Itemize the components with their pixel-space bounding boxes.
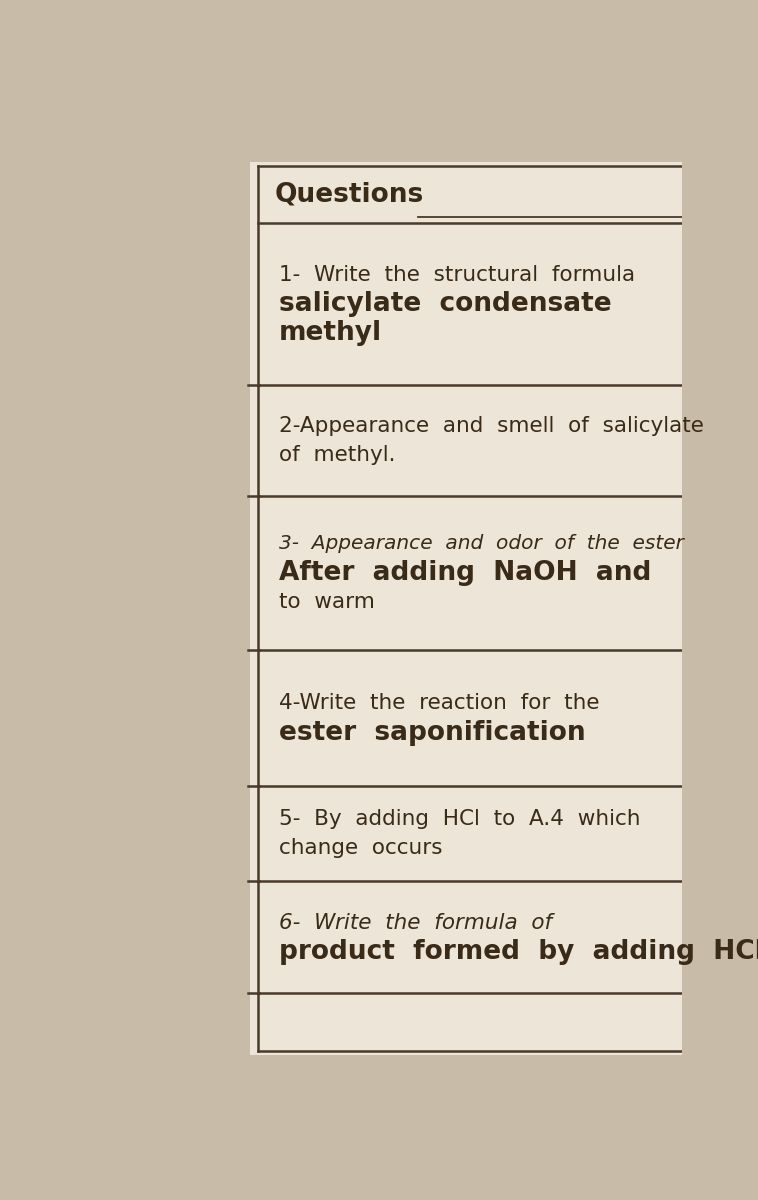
- Text: product  formed  by  adding  HCl: product formed by adding HCl: [279, 938, 758, 965]
- Bar: [249, 162, 738, 1055]
- Text: After  adding  NaOH  and: After adding NaOH and: [279, 560, 652, 586]
- Text: methyl: methyl: [279, 320, 382, 347]
- Text: 2-Appearance  and  smell  of  salicylate: 2-Appearance and smell of salicylate: [279, 416, 704, 436]
- Text: 5-  By  adding  HCl  to  A.4  which: 5- By adding HCl to A.4 which: [279, 809, 641, 829]
- Text: of  methyl.: of methyl.: [279, 445, 396, 466]
- Text: change  occurs: change occurs: [279, 839, 443, 858]
- Text: ester  saponification: ester saponification: [279, 720, 586, 745]
- Text: to  warm: to warm: [279, 593, 375, 612]
- Text: 3-  Appearance  and  odor  of  the  ester: 3- Appearance and odor of the ester: [279, 534, 684, 553]
- Text: 1-  Write  the  structural  formula: 1- Write the structural formula: [279, 265, 635, 284]
- Text: 6-  Write  the  formula  of: 6- Write the formula of: [279, 913, 553, 932]
- Text: Questions: Questions: [274, 182, 424, 208]
- Bar: [95, 144, 249, 1068]
- Text: 4-Write  the  reaction  for  the: 4-Write the reaction for the: [279, 694, 600, 713]
- Text: salicylate  condensate: salicylate condensate: [279, 292, 612, 317]
